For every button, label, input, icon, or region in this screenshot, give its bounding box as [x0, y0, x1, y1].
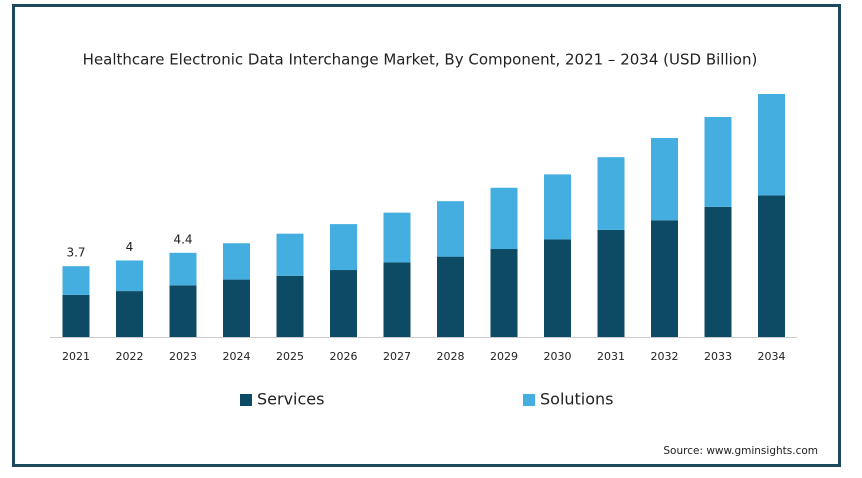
bar-segment [490, 248, 518, 337]
bar-segment [758, 195, 785, 337]
bar-segment [490, 187, 518, 249]
bar-segment [651, 138, 678, 221]
total-label: 4.4 [173, 232, 192, 246]
legend-swatch [240, 394, 252, 406]
bar-segment [597, 157, 625, 230]
total-label: 3.7 [66, 246, 85, 260]
bar-segment [544, 239, 571, 337]
bar-segment [116, 260, 143, 292]
x-tick-label: 2021 [62, 350, 90, 363]
bar-segment [383, 262, 411, 337]
x-tick-label: 2025 [276, 350, 304, 363]
bar-segment [62, 266, 90, 295]
x-tick-label: 2028 [437, 350, 465, 363]
bar-segment [169, 285, 197, 337]
x-tick-label: 2026 [330, 350, 358, 363]
bar-segment [223, 243, 250, 280]
bar-segment [597, 229, 625, 337]
bar-segment [223, 279, 250, 337]
x-tick-label: 2033 [704, 350, 732, 363]
x-tick-label: 2031 [597, 350, 625, 363]
x-tick-label: 2030 [544, 350, 572, 363]
bar-segment [437, 256, 464, 337]
bar-segment [330, 270, 357, 337]
bar-segment [116, 291, 143, 337]
bar-segment [276, 275, 304, 337]
x-tick-label: 2024 [223, 350, 251, 363]
bar-segment [544, 174, 571, 240]
legend-label: Solutions [540, 390, 614, 409]
bar-segment [758, 94, 785, 196]
frame [12, 4, 841, 467]
bar-segment [169, 252, 197, 286]
legend-swatch [523, 394, 535, 406]
bar-segment [330, 224, 357, 271]
x-tick-label: 2022 [116, 350, 144, 363]
bar-segment [276, 233, 304, 276]
source: Source: www.gminsights.com [663, 445, 818, 457]
bar-segment [383, 212, 411, 263]
bar-segment [437, 201, 464, 257]
x-tick-label: 2029 [490, 350, 518, 363]
total-label: 4 [126, 240, 134, 254]
legend-label: Services [257, 390, 324, 409]
x-tick-label: 2023 [169, 350, 197, 363]
bar-segment [704, 206, 732, 337]
x-tick-label: 2027 [383, 350, 411, 363]
chart-title: Healthcare Electronic Data Interchange M… [83, 51, 758, 69]
bar-segment [651, 220, 678, 337]
bar-segment [704, 116, 732, 207]
x-tick-label: 2032 [651, 350, 679, 363]
x-tick-label: 2034 [758, 350, 786, 363]
bar-segment [62, 294, 90, 337]
